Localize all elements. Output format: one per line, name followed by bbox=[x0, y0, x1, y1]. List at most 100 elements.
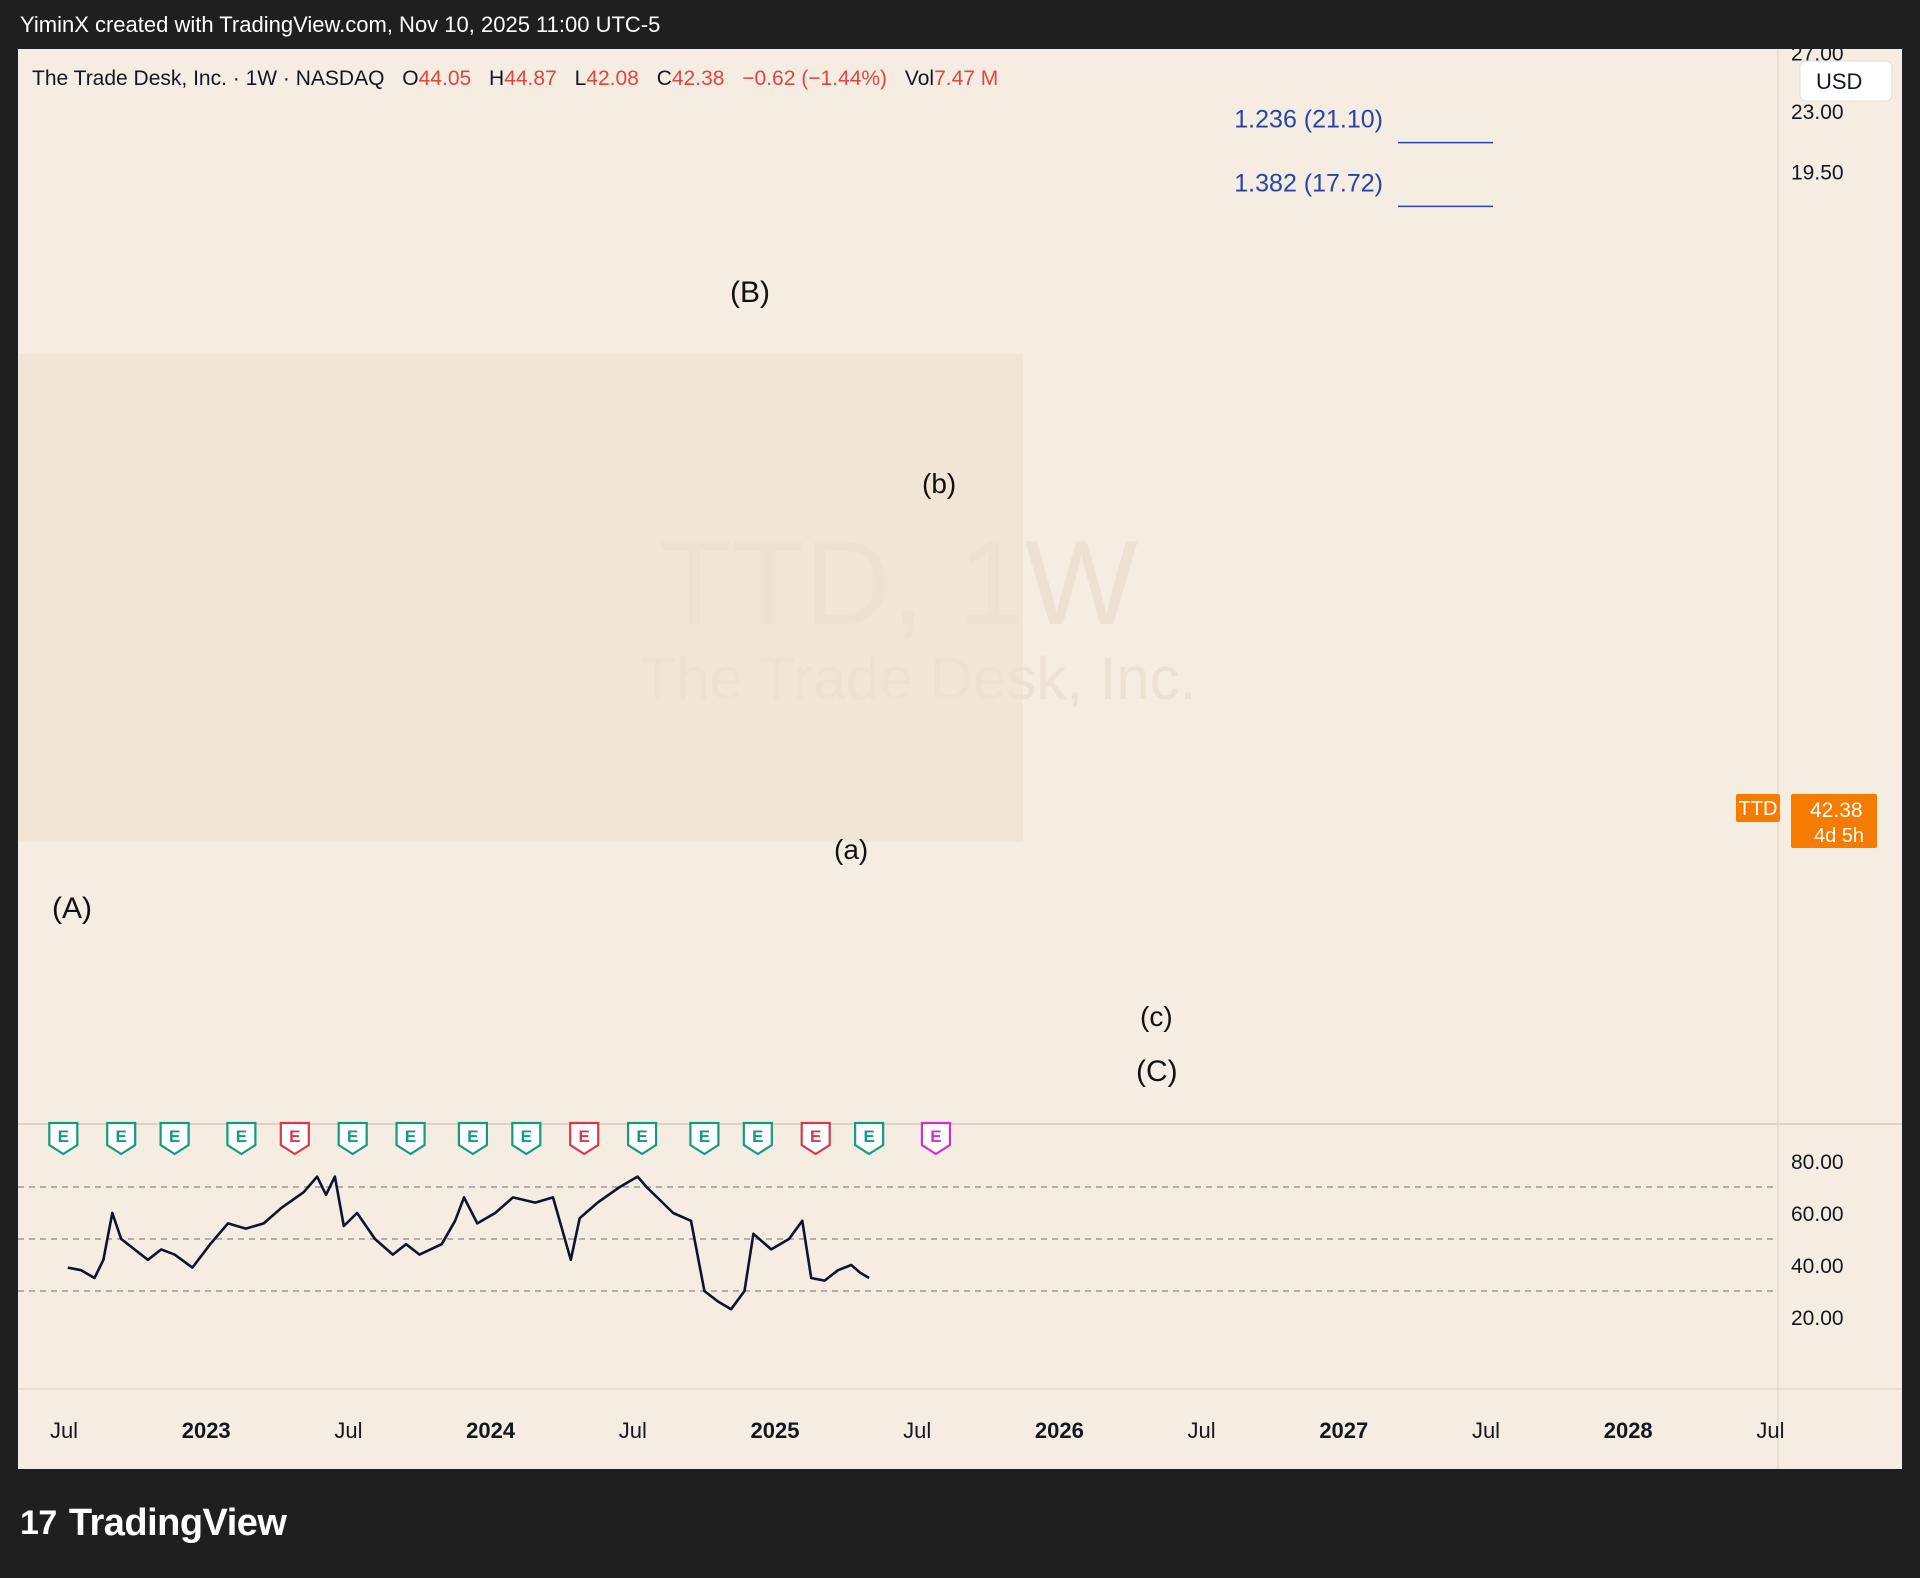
wave-label-A: (A) bbox=[52, 892, 92, 925]
symbol-tag bbox=[1736, 794, 1780, 822]
earnings-badge-letter: E bbox=[579, 1127, 590, 1146]
earnings-badge bbox=[800, 1121, 831, 1156]
time-axis-tick: 2026 bbox=[1035, 1418, 1084, 1443]
earnings-marker[interactable]: E bbox=[48, 1121, 79, 1156]
legend-change: −0.62 (−1.44%) bbox=[742, 67, 887, 90]
earnings-marker[interactable]: E bbox=[106, 1121, 137, 1156]
earnings-marker[interactable]: E bbox=[337, 1121, 368, 1156]
watermark-name: The Trade Desk, Inc. bbox=[640, 645, 1197, 712]
earnings-badge-letter: E bbox=[236, 1127, 247, 1146]
symbol-tag-text: TTD bbox=[1739, 798, 1778, 820]
earnings-badge bbox=[337, 1121, 368, 1156]
legend-low-value: 42.08 bbox=[586, 67, 639, 90]
legend-vol-label: Vol bbox=[905, 67, 934, 90]
wave-label-C: (C) bbox=[1136, 1055, 1178, 1088]
earnings-marker[interactable]: E bbox=[742, 1121, 773, 1156]
wave-label-a: (a) bbox=[834, 834, 868, 865]
chart-frame[interactable]: TTD, 1W The Trade Desk, Inc. 0 (92.51)0.… bbox=[18, 49, 1902, 1469]
currency-label: USD bbox=[1816, 69, 1862, 94]
earnings-marker[interactable]: E bbox=[689, 1121, 720, 1156]
earnings-badge bbox=[569, 1121, 600, 1156]
earnings-marker[interactable]: E bbox=[226, 1121, 257, 1156]
earnings-badge bbox=[854, 1121, 885, 1156]
earnings-badge bbox=[457, 1121, 488, 1156]
rsi-axis-tick: 60.00 bbox=[1791, 1203, 1844, 1226]
earnings-badge-letter: E bbox=[699, 1127, 710, 1146]
earnings-badge bbox=[511, 1121, 542, 1156]
earnings-badge bbox=[920, 1121, 952, 1156]
earnings-badge-letter: E bbox=[347, 1127, 358, 1146]
fib-label: 1.236 (21.10) bbox=[1234, 106, 1383, 134]
time-axis-tick: 2027 bbox=[1319, 1418, 1368, 1443]
earnings-badge-letter: E bbox=[405, 1127, 416, 1146]
rsi-line bbox=[67, 1175, 870, 1311]
legend-vol-value: 7.47 M bbox=[934, 67, 998, 90]
legend-open-label: O bbox=[402, 67, 418, 90]
price-axis-background bbox=[1778, 49, 1902, 1469]
price-chart[interactable]: TTD, 1W The Trade Desk, Inc. 0 (92.51)0.… bbox=[18, 49, 1902, 1469]
earnings-marker[interactable]: E bbox=[279, 1121, 310, 1156]
earnings-badge-letter: E bbox=[863, 1127, 874, 1146]
watermark-symbol: TTD, 1W bbox=[658, 516, 1138, 650]
rsi-axis-tick: 80.00 bbox=[1791, 1151, 1844, 1174]
price-tag-value: 42.38 bbox=[1810, 799, 1863, 822]
time-axis-tick: 2025 bbox=[751, 1418, 800, 1443]
rsi-axis-tick: 40.00 bbox=[1791, 1255, 1844, 1278]
earnings-marker[interactable]: E bbox=[511, 1121, 542, 1156]
time-axis-tick: 2023 bbox=[182, 1418, 231, 1443]
earnings-marker[interactable]: E bbox=[569, 1121, 600, 1156]
elliott-range-box bbox=[18, 354, 1023, 842]
legend-close-value: 42.38 bbox=[672, 67, 725, 90]
rsi-axis-tick: 20.00 bbox=[1791, 1307, 1844, 1330]
fib-levels: 0 (92.51)0.236 (69.76)0.382 (58.59)0.5 (… bbox=[1234, 106, 1493, 208]
time-axis-tick: Jul bbox=[50, 1418, 78, 1443]
price-axis-tick: 19.50 bbox=[1791, 161, 1844, 184]
earnings-marker[interactable]: E bbox=[800, 1121, 831, 1156]
earnings-badge bbox=[395, 1121, 426, 1156]
earnings-marker[interactable]: E bbox=[854, 1121, 885, 1156]
earnings-badge-letter: E bbox=[636, 1127, 647, 1146]
earnings-marker[interactable]: E bbox=[395, 1121, 426, 1156]
earnings-badge-letter: E bbox=[521, 1127, 532, 1146]
time-axis-tick: Jul bbox=[619, 1418, 647, 1443]
wave-label-b: (b) bbox=[922, 468, 956, 499]
earnings-badge-letter: E bbox=[752, 1127, 763, 1146]
time-axis-tick: 2024 bbox=[466, 1418, 516, 1443]
earnings-marker[interactable]: E bbox=[159, 1121, 190, 1156]
earnings-badge-letter: E bbox=[289, 1127, 300, 1146]
time-axis-tick: Jul bbox=[334, 1418, 362, 1443]
wave-label-c: (c) bbox=[1140, 1001, 1173, 1032]
rsi-pane: 80.00 60.00 40.00 20.00 bbox=[18, 1151, 1844, 1330]
earnings-badge-letter: E bbox=[467, 1127, 478, 1146]
earnings-marker[interactable]: E bbox=[920, 1121, 952, 1156]
earnings-badge bbox=[159, 1121, 190, 1156]
currency-button[interactable] bbox=[1799, 60, 1893, 102]
earnings-badge bbox=[689, 1121, 720, 1156]
earnings-badge-letter: E bbox=[930, 1127, 941, 1146]
earnings-badge-letter: E bbox=[810, 1127, 821, 1146]
earnings-badge-letter: E bbox=[58, 1127, 69, 1146]
earnings-badge bbox=[626, 1121, 658, 1156]
earnings-badge bbox=[742, 1121, 773, 1156]
tradingview-logo-icon: 17 bbox=[20, 1504, 57, 1542]
earnings-badge bbox=[106, 1121, 137, 1156]
wave-label-B: (B) bbox=[730, 276, 770, 309]
time-axis-tick: Jul bbox=[1756, 1418, 1784, 1443]
legend[interactable]: The Trade Desk, Inc. · 1W · NASDAQ O44.0… bbox=[32, 67, 998, 90]
earnings-badge bbox=[226, 1121, 257, 1156]
time-axis-tick: 2028 bbox=[1604, 1418, 1653, 1443]
legend-high-label: H bbox=[489, 67, 504, 90]
time-axis[interactable]: Jul 2023 Jul 2024 Jul 2025 Jul 2026 Jul 2027 Jul 20… bbox=[50, 1418, 1785, 1443]
price-tag-countdown: 4d 5h bbox=[1814, 825, 1864, 847]
price-axis-tick: 23.00 bbox=[1791, 101, 1844, 124]
earnings-badge bbox=[279, 1121, 310, 1156]
fib-label: 1.382 (17.72) bbox=[1234, 169, 1383, 197]
earnings-badge-letter: E bbox=[169, 1127, 180, 1146]
legend-symbol: The Trade Desk, Inc. · 1W · NASDAQ bbox=[32, 67, 384, 90]
earnings-marker[interactable]: E bbox=[457, 1121, 488, 1156]
legend-low-label: L bbox=[575, 67, 587, 90]
tradingview-logo[interactable]: 17 TradingView bbox=[20, 1502, 287, 1545]
earnings-marker[interactable]: E bbox=[626, 1121, 658, 1156]
price-tag bbox=[1791, 794, 1877, 848]
